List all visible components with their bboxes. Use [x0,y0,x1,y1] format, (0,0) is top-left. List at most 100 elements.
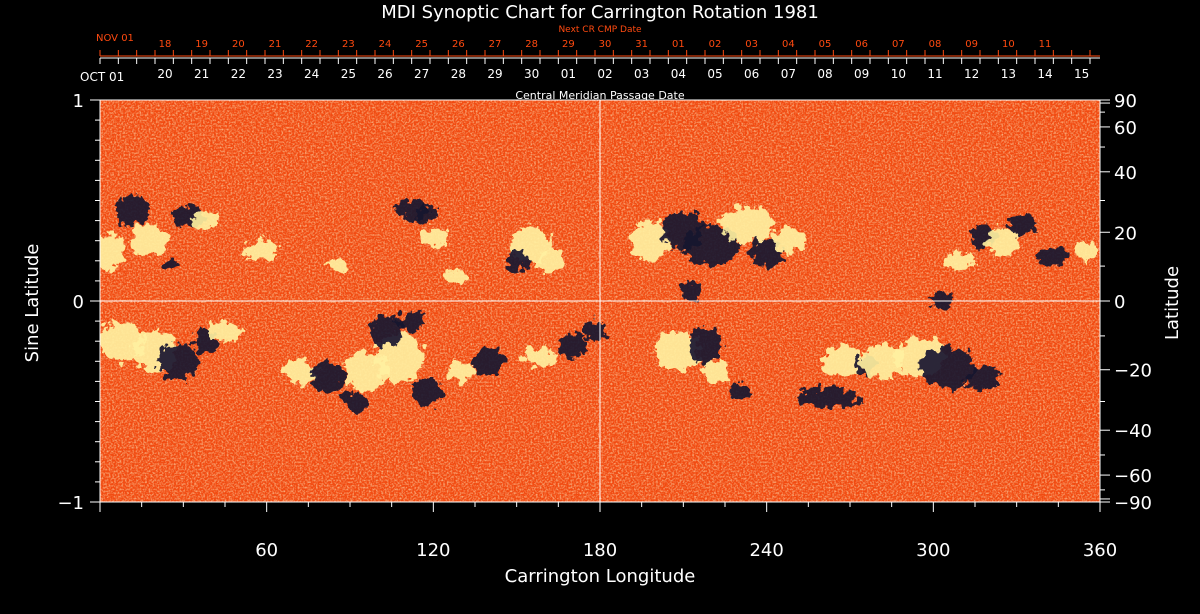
negative-polarity-region-41 [411,377,445,406]
positive-polarity-region-2 [130,224,170,257]
y-right-tick-label: 40 [1114,163,1137,184]
latitude-axis: 90 60 40 20 0 −20 −40 −60 −90 [1100,91,1152,514]
date-label: 09 [965,39,978,50]
date-label: 15 [1074,67,1089,81]
negative-polarity-region-57 [794,387,862,408]
date-label: 06 [744,67,759,81]
date-first-label: OCT 01 [80,70,124,84]
date-label: 08 [817,67,832,81]
negative-polarity-region-46 [583,321,606,342]
sine-latitude-axis: 1 0 −1 [57,91,100,514]
negative-polarity-region-50 [727,383,751,400]
negative-polarity-region-10 [416,206,439,223]
date-label: 26 [452,39,465,50]
date-label: 27 [489,39,502,50]
date-label: 28 [525,39,538,50]
positive-polarity-region-28 [1075,240,1098,261]
date-label: 09 [854,67,869,81]
y-right-tick-label: −40 [1114,421,1152,442]
date-label: 23 [342,39,355,50]
y-axis-label-right: Latitude [1162,266,1183,340]
x-tick-label: 60 [255,540,278,561]
date-label: 04 [671,67,686,81]
positive-polarity-region-6 [244,240,278,261]
date-label: 19 [195,39,208,50]
y-right-tick-label: 20 [1114,223,1137,244]
next-cr-label: Next CR CMP Date [558,25,642,35]
x-tick-label: 360 [1083,540,1117,561]
date-label: 10 [891,67,906,81]
y-right-tick-label: 90 [1114,91,1137,112]
date-label: 02 [709,39,722,50]
positive-polarity-region-0 [100,232,125,269]
date-label: 02 [597,67,612,81]
negative-polarity-region-5 [161,258,178,271]
date-label: 05 [819,39,832,50]
top-axis-label: Central Meridian Passage Date [515,89,684,102]
positive-polarity-region-33 [208,321,242,342]
y-left-tick-label: −1 [57,493,84,514]
positive-polarity-region-53 [861,345,906,378]
date-label: 07 [892,39,905,50]
date-label: 03 [634,67,649,81]
x-tick-label: 180 [583,540,617,561]
positive-polarity-region-18 [719,206,775,243]
negative-polarity-region-13 [505,250,528,271]
positive-polarity-region-11 [444,270,467,283]
date-first-label: NOV 01 [96,33,134,44]
date-label: 27 [414,67,429,81]
date-label: 30 [599,39,612,50]
positive-polarity-region-9 [419,226,448,247]
date-label: 11 [1039,39,1052,50]
positive-polarity-region-7 [327,258,345,271]
positive-polarity-region-14 [536,248,564,273]
negative-polarity-region-48 [688,327,723,364]
y-axis-label-left: Sine Latitude [22,244,43,363]
date-label: 25 [415,39,428,50]
date-label: 29 [562,39,575,50]
date-label: 28 [451,67,466,81]
date-label: 26 [377,67,392,81]
date-label: 23 [267,67,282,81]
date-label: 14 [1037,67,1052,81]
positive-polarity-region-34 [283,359,317,384]
date-label: 01 [561,67,576,81]
y-right-tick-label: −60 [1114,466,1152,487]
cmp-date-axis: OCT 01 15 14 13 12 11 10 09 08 07 06 05 04 03 02 01 30 29… [80,57,1100,84]
next-cr-date-axis: NOV 01 11 10 09 08 07 06 05 04 03 02 01 31 30 29 28 27 26… [96,33,1100,57]
positive-polarity-region-47 [655,331,700,372]
date-label: 24 [379,39,392,50]
x-axis-label: Carrington Longitude [505,566,696,587]
positive-polarity-region-20 [772,228,806,253]
date-label: 10 [1002,39,1015,50]
positive-polarity-region-44 [522,347,556,368]
date-label: 05 [707,67,722,81]
date-label: 24 [304,67,319,81]
date-label: 03 [745,39,758,50]
date-label: 21 [194,67,209,81]
active-regions [100,194,1098,412]
date-label: 20 [157,67,172,81]
positive-polarity-region-29 [100,321,145,362]
y-left-tick-label: 0 [73,292,84,313]
date-label: 08 [929,39,942,50]
date-label: 11 [927,67,942,81]
positive-polarity-region-15 [630,220,670,261]
positive-polarity-region-23 [947,250,975,271]
date-label: 30 [524,67,539,81]
date-label: 01 [672,39,685,50]
chart-title: MDI Synoptic Chart for Carrington Rotati… [381,2,819,23]
x-tick-label: 240 [749,540,783,561]
positive-polarity-region-25 [986,226,1020,255]
positive-polarity-region-42 [447,361,475,382]
date-label: 21 [269,39,282,50]
negative-polarity-region-55 [919,347,975,388]
negative-polarity-region-26 [1008,214,1037,235]
negative-polarity-region-21 [680,280,703,302]
y-right-tick-label: 60 [1114,118,1137,139]
date-label: 22 [305,39,318,50]
x-tick-label: 300 [916,540,950,561]
date-label: 13 [1001,67,1016,81]
